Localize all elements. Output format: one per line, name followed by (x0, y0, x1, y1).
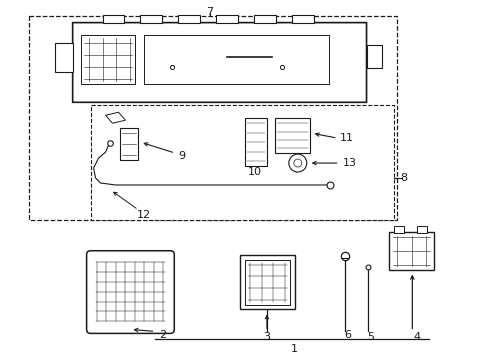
Text: 5: 5 (367, 332, 374, 342)
Bar (367, 45, 383, 68)
Text: 3: 3 (264, 332, 270, 342)
Bar (178, 15, 200, 23)
Text: 10: 10 (248, 167, 262, 177)
Circle shape (294, 159, 302, 167)
Bar (245, 260, 290, 305)
Bar (91, 105, 394, 220)
Text: 12: 12 (136, 210, 150, 220)
Bar (141, 15, 162, 23)
Bar (240, 255, 295, 310)
Text: 8: 8 (400, 173, 407, 183)
Text: 4: 4 (414, 332, 421, 342)
Bar (81, 35, 135, 84)
Bar (216, 15, 238, 23)
Text: 9: 9 (179, 151, 186, 161)
Bar (102, 15, 124, 23)
Text: 7: 7 (207, 6, 214, 17)
Bar (29, 15, 397, 220)
Bar (145, 35, 329, 84)
Bar (55, 42, 73, 72)
Circle shape (289, 154, 307, 172)
Bar (394, 226, 404, 233)
Bar (417, 226, 427, 233)
Text: 11: 11 (340, 133, 354, 143)
Polygon shape (105, 112, 125, 123)
Bar (254, 15, 276, 23)
Text: 13: 13 (343, 158, 357, 168)
Text: 1: 1 (292, 345, 298, 354)
Bar (245, 118, 267, 166)
Text: 6: 6 (344, 330, 351, 341)
Text: 2: 2 (159, 330, 166, 341)
FancyBboxPatch shape (87, 251, 174, 333)
Bar (275, 118, 310, 153)
Bar (390, 232, 434, 270)
FancyBboxPatch shape (73, 23, 367, 102)
Bar (121, 128, 138, 160)
Bar (292, 15, 314, 23)
